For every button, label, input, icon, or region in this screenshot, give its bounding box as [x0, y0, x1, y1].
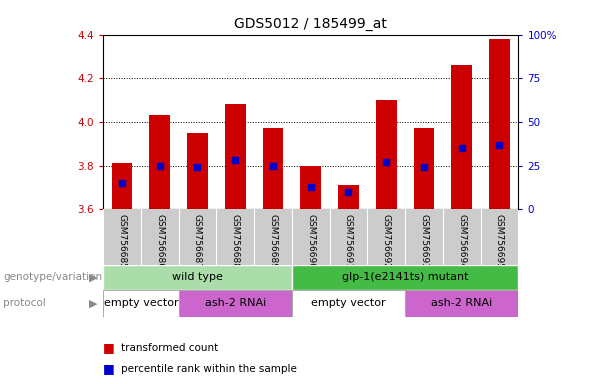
- Text: wild type: wild type: [172, 272, 223, 283]
- Bar: [103, 265, 292, 290]
- Text: protocol: protocol: [3, 298, 46, 308]
- Text: GSM756687: GSM756687: [193, 214, 202, 269]
- Bar: [489, 39, 510, 209]
- Text: GSM756692: GSM756692: [382, 214, 391, 269]
- Text: ash-2 RNAi: ash-2 RNAi: [204, 298, 266, 308]
- Text: GSM756686: GSM756686: [155, 214, 164, 269]
- Bar: [225, 104, 246, 209]
- Text: GSM756689: GSM756689: [269, 214, 277, 269]
- Text: GSM756694: GSM756694: [457, 214, 466, 269]
- Bar: [292, 265, 518, 290]
- Text: ▶: ▶: [89, 272, 97, 283]
- Text: ash-2 RNAi: ash-2 RNAi: [431, 298, 492, 308]
- Text: ▶: ▶: [89, 298, 97, 308]
- Text: transformed count: transformed count: [121, 343, 218, 353]
- Text: GSM756690: GSM756690: [306, 214, 315, 269]
- Text: GSM756688: GSM756688: [231, 214, 240, 269]
- Bar: [150, 115, 170, 209]
- Bar: [451, 65, 472, 209]
- Bar: [103, 290, 178, 317]
- Bar: [111, 164, 133, 209]
- Text: GSM756693: GSM756693: [419, 214, 428, 269]
- Bar: [376, 100, 396, 209]
- Bar: [263, 129, 283, 209]
- Bar: [300, 166, 321, 209]
- Bar: [405, 290, 518, 317]
- Bar: [338, 185, 359, 209]
- Text: empty vector: empty vector: [104, 298, 178, 308]
- Text: GSM756685: GSM756685: [117, 214, 127, 269]
- Text: GSM756691: GSM756691: [344, 214, 353, 269]
- Bar: [413, 129, 434, 209]
- Title: GDS5012 / 185499_at: GDS5012 / 185499_at: [234, 17, 387, 31]
- Text: empty vector: empty vector: [311, 298, 386, 308]
- Bar: [178, 290, 292, 317]
- Text: ■: ■: [103, 362, 115, 375]
- Text: genotype/variation: genotype/variation: [3, 272, 102, 283]
- Text: percentile rank within the sample: percentile rank within the sample: [121, 364, 297, 374]
- Text: GSM756695: GSM756695: [495, 214, 504, 269]
- Text: ■: ■: [103, 341, 115, 354]
- Bar: [187, 133, 208, 209]
- Text: glp-1(e2141ts) mutant: glp-1(e2141ts) mutant: [342, 272, 468, 283]
- Bar: [292, 290, 405, 317]
